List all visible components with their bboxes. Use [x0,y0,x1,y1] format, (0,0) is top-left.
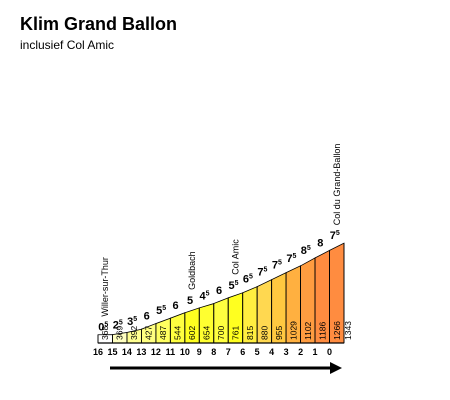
km-marker: 0 [327,347,332,357]
km-marker: 8 [211,347,216,357]
km-marker: 4 [269,347,274,357]
gradient-label: 55 [228,280,238,292]
gradient-label: 05 [98,322,108,334]
altitude-label: 544 [173,326,183,340]
place-label: Col du Grand-Ballon [332,144,342,226]
gradient-label: 6 [173,300,179,312]
km-marker: 15 [107,347,117,357]
chart-title: Klim Grand Ballon [20,14,178,34]
km-marker: 11 [166,347,176,357]
km-marker: 10 [180,347,190,357]
altitude-label: 487 [158,326,168,340]
altitude-label: 1186 [317,321,327,340]
gradient-label: 75 [286,253,296,265]
altitude-label: 955 [274,326,284,340]
km-marker: 12 [151,347,161,357]
gradient-label: 75 [330,230,340,242]
km-marker: 1 [313,347,318,357]
altitude-label: 1102 [303,321,313,340]
altitude-label: 368 [100,326,110,340]
km-marker: 16 [93,347,103,357]
altitude-label: 654 [202,326,212,340]
gradient-label: 55 [156,305,166,317]
direction-arrow [110,362,342,374]
gradient-label: 75 [257,267,267,279]
gradient-label: 5 [187,295,193,307]
altitude-label: 602 [187,326,197,340]
place-label: Goldbach [187,251,197,290]
km-marker: 3 [284,347,289,357]
km-marker: 7 [226,347,231,357]
place-label: Col Amic [230,239,240,275]
altitude-label: 815 [245,326,255,340]
altitude-label: 369 [115,326,125,340]
altitude-label: 761 [230,326,240,340]
km-marker: 13 [136,347,146,357]
gradient-label: 6 [216,285,222,297]
gradient-label: 25 [113,319,123,331]
gradient-label: 8 [317,237,323,249]
km-marker: 5 [255,347,260,357]
gradient-label: 85 [301,245,311,257]
gradient-label: 45 [200,291,210,303]
km-marker: 14 [122,347,132,357]
altitude-label: 880 [259,326,269,340]
gradient-label: 6 [144,311,150,323]
altitude-label: 1266 [332,321,342,340]
gradient-label: 65 [243,274,253,286]
km-marker: 2 [298,347,303,357]
place-label: Willer-sur-Thur [100,257,110,317]
km-marker: 9 [197,347,202,357]
altitude-label: 1343 [343,321,353,340]
km-marker: 6 [240,347,245,357]
altitude-label: 700 [216,326,226,340]
altitude-label: 427 [144,326,154,340]
gradient-label: 75 [272,260,282,272]
altitude-label: 1029 [288,321,298,340]
gradient-label: 35 [127,316,137,328]
altitude-label: 392 [129,326,139,340]
chart-subtitle: inclusief Col Amic [20,38,115,52]
